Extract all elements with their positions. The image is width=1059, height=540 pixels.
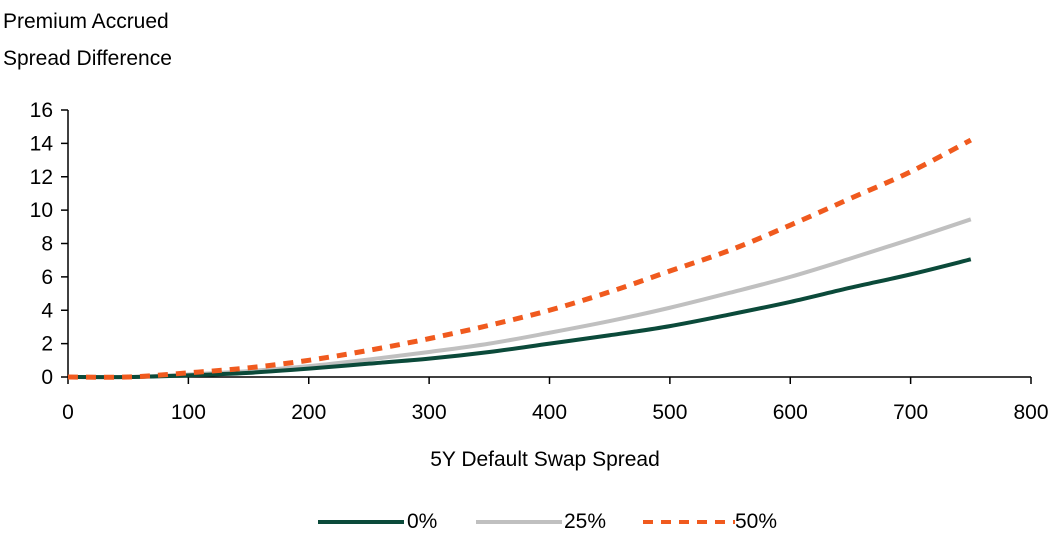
x-tick-label: 600 (773, 401, 808, 424)
legend-item-50pct: 50% (643, 509, 793, 535)
series-line-0pct (67, 257, 972, 380)
y-tick-label: 2 (41, 333, 53, 356)
legend-label-25pct: 25% (564, 510, 607, 533)
legend: 0% 25% 50% (0, 509, 1059, 535)
y-tick-label: 0 (41, 366, 53, 389)
y-tick-label: 14 (30, 132, 54, 155)
series-lines (67, 137, 972, 380)
y-axis-title-line-1: Premium Accrued (3, 10, 169, 33)
y-tick-label: 10 (30, 199, 53, 222)
legend-label-0pct: 0% (407, 510, 438, 533)
x-tick-label: 500 (652, 401, 687, 424)
y-tick-label: 12 (30, 166, 53, 189)
legend-item-0pct: 0% (318, 509, 448, 535)
x-tick-label: 700 (893, 401, 928, 424)
tick-labels: 0 2 4 6 8 10 12 14 16 0 100 200 300 400 500 600 700 800 (30, 99, 1049, 424)
x-axis-title: 5Y Default Swap Spread (430, 448, 660, 471)
legend-item-25pct: 25% (476, 509, 616, 535)
legend-label-50pct: 50% (735, 510, 778, 533)
series-line-25pct (67, 217, 972, 380)
y-tick-label: 4 (41, 299, 53, 322)
x-tick-label: 0 (62, 401, 74, 424)
series-line-50pct (67, 137, 972, 380)
line-chart: 0 2 4 6 8 10 12 14 16 0 100 200 300 400 500 600 700 800 (30, 99, 1049, 424)
x-tick-label: 100 (171, 401, 206, 424)
y-tick-label: 8 (41, 233, 53, 256)
y-axis-title-line-2: Spread Difference (3, 47, 172, 70)
y-tick-label: 6 (41, 266, 53, 289)
x-tick-label: 800 (1013, 401, 1048, 424)
x-tick-label: 200 (291, 401, 326, 424)
x-tick-label: 300 (412, 401, 447, 424)
x-tick-label: 400 (532, 401, 567, 424)
y-tick-label: 16 (30, 99, 53, 122)
